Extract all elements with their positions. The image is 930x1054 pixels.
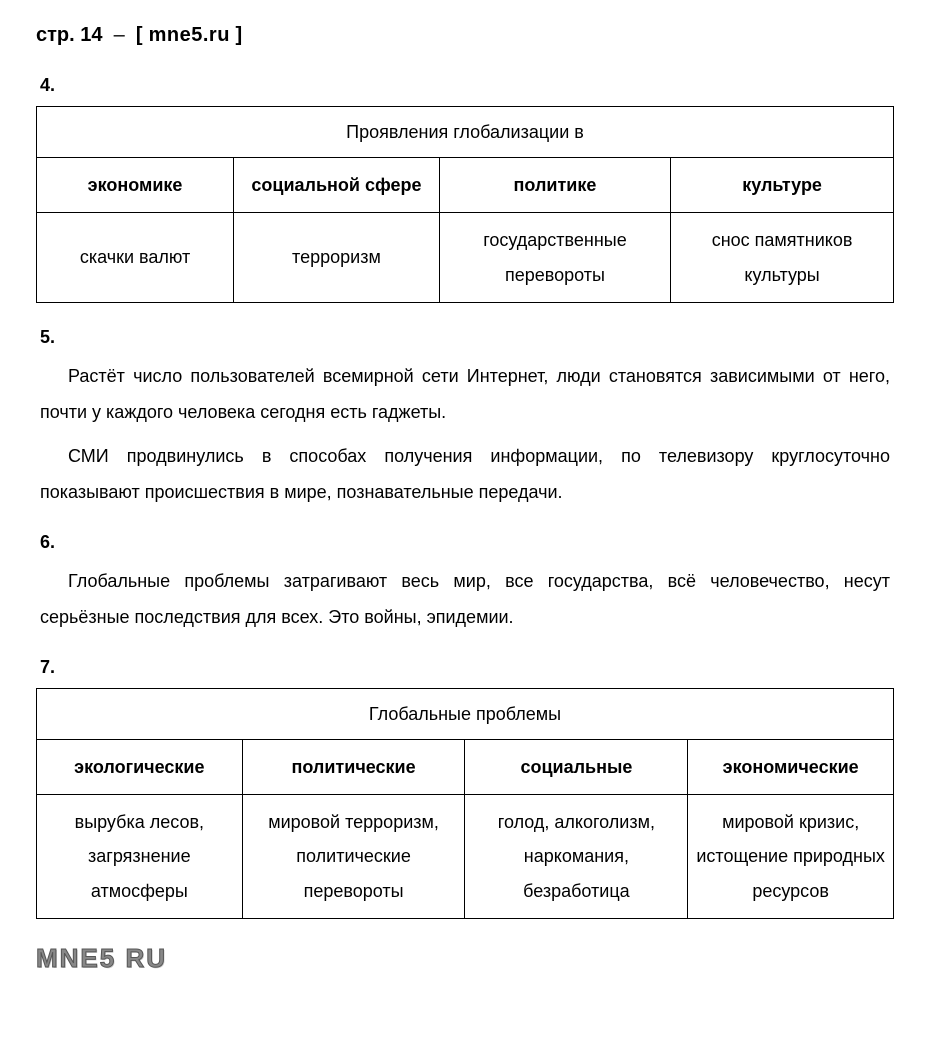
table-global-problems-header-1: политические <box>242 739 465 794</box>
table-global-problems: Глобальные проблемы экологические полити… <box>36 688 894 919</box>
section-5-paragraph-1: СМИ продвинулись в способах получения ин… <box>36 438 894 510</box>
page-header: стр. 14 – [ mne5.ru ] <box>36 24 894 47</box>
page-prefix: стр. <box>36 24 75 46</box>
table-globalization-header-1: социальной сфере <box>234 158 440 213</box>
table-global-problems-cell-0: вырубка лесов, загрязнение атмосферы <box>37 795 243 919</box>
table-global-problems-cell-1: мировой терроризм, политические переворо… <box>242 795 465 919</box>
table-globalization-header-2: политике <box>439 158 670 213</box>
section-4: 4. Проявления глобализации в экономике с… <box>36 75 894 303</box>
section-4-number: 4. <box>36 75 894 96</box>
table-globalization-header-0: экономике <box>37 158 234 213</box>
table-globalization-cell-1: терроризм <box>234 213 440 302</box>
table-global-problems-header-3: экономические <box>688 739 894 794</box>
section-6-number: 6. <box>36 532 894 553</box>
site-bracket-open: [ <box>136 24 143 46</box>
section-7: 7. Глобальные проблемы экологические пол… <box>36 657 894 919</box>
table-global-problems-cell-2: голод, алкоголизм, наркомания, безработи… <box>465 795 688 919</box>
table-globalization-cell-2: государственные перевороты <box>439 213 670 302</box>
table-global-problems-cell-3: мировой кризис, истощение природных ресу… <box>688 795 894 919</box>
section-7-number: 7. <box>36 657 894 678</box>
table-global-problems-title: Глобальные проблемы <box>37 688 894 739</box>
table-globalization-cell-3: снос памятников культуры <box>671 213 894 302</box>
site-name: mne5.ru <box>149 24 230 46</box>
footer-logo: MNE5 RU <box>36 943 894 974</box>
section-6-paragraph-0: Глобальные проблемы затрагивают весь мир… <box>36 563 894 635</box>
table-global-problems-header-2: социальные <box>465 739 688 794</box>
section-6: 6. Глобальные проблемы затрагивают весь … <box>36 532 894 635</box>
section-5-number: 5. <box>36 327 894 348</box>
table-globalization: Проявления глобализации в экономике соци… <box>36 106 894 303</box>
site-bracket-close: ] <box>236 24 243 46</box>
table-global-problems-header-0: экологические <box>37 739 243 794</box>
table-globalization-title: Проявления глобализации в <box>37 107 894 158</box>
page-number: 14 <box>80 24 102 46</box>
table-globalization-header-3: культуре <box>671 158 894 213</box>
table-globalization-cell-0: скачки валют <box>37 213 234 302</box>
header-separator: – <box>114 24 125 46</box>
section-5: 5. Растёт число пользователей всемирной … <box>36 327 894 510</box>
section-5-paragraph-0: Растёт число пользователей всемирной сет… <box>36 358 894 430</box>
